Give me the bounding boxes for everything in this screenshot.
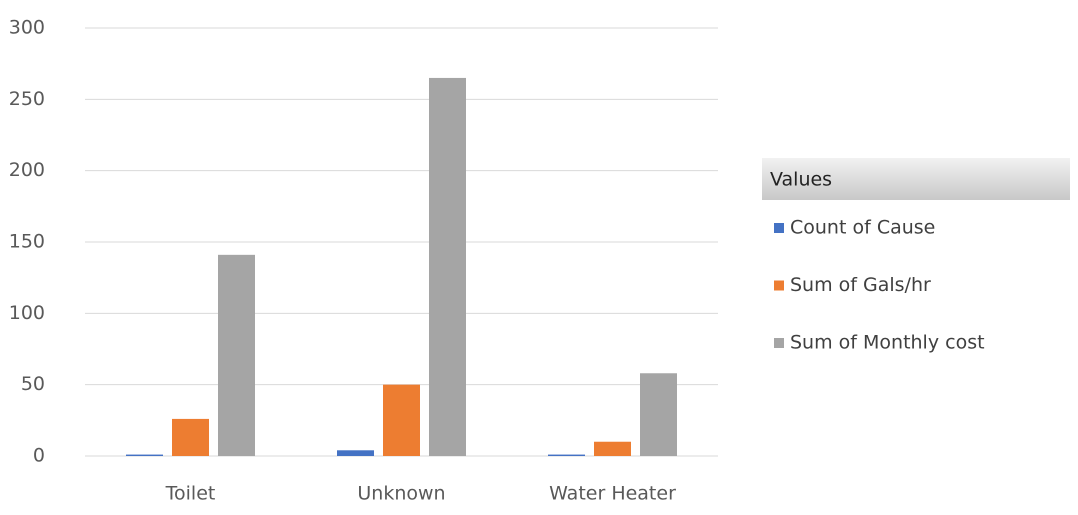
bar — [548, 454, 585, 456]
y-tick-label: 200 — [9, 159, 45, 181]
bar — [337, 450, 374, 456]
legend-title: Values — [770, 169, 832, 191]
y-tick-label: 50 — [21, 373, 45, 395]
legend-label: Sum of Monthly cost — [790, 332, 985, 354]
bar — [640, 373, 677, 456]
legend-label: Count of Cause — [790, 217, 935, 239]
y-tick-label: 250 — [9, 88, 45, 110]
x-tick-label: Unknown — [357, 483, 445, 505]
y-tick-label: 100 — [9, 302, 45, 324]
legend-label: Sum of Gals/hr — [790, 274, 931, 296]
bar — [594, 441, 631, 456]
y-tick-label: 0 — [33, 445, 45, 467]
legend-swatch — [774, 223, 784, 233]
bar — [218, 254, 255, 456]
y-tick-label: 300 — [9, 17, 45, 39]
y-tick-label: 150 — [9, 231, 45, 253]
legend-header — [762, 158, 1070, 200]
x-tick-label: Toilet — [165, 483, 216, 505]
legend-swatch — [774, 338, 784, 348]
bar — [172, 418, 209, 456]
legend-swatch — [774, 280, 784, 291]
bar — [126, 454, 163, 456]
bar — [429, 77, 466, 456]
x-tick-label: Water Heater — [549, 483, 676, 505]
bar — [383, 384, 420, 456]
